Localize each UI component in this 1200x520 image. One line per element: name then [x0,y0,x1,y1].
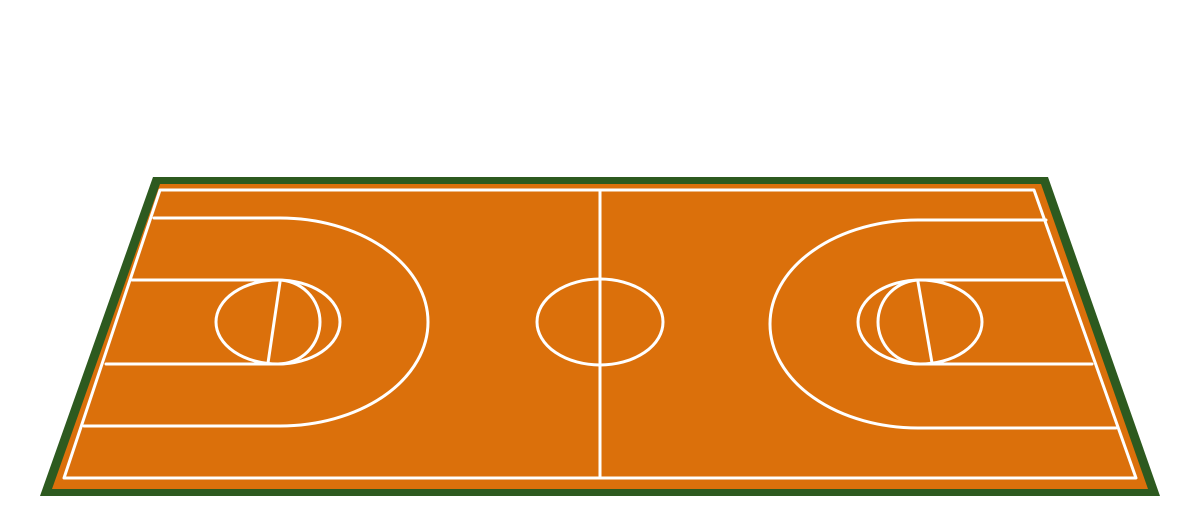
right-free-throw-line [916,280,934,365]
right-three-point-line [768,218,1118,430]
left-key [104,278,322,366]
center-circle [535,277,665,367]
left-free-throw-line [266,280,282,365]
left-three-point-line [82,216,430,428]
right-free-throw-circle [856,278,984,366]
left-free-throw-circle [214,278,342,366]
right-key [876,278,1094,366]
court-lines [62,188,1138,480]
boundary-line [62,188,1138,480]
